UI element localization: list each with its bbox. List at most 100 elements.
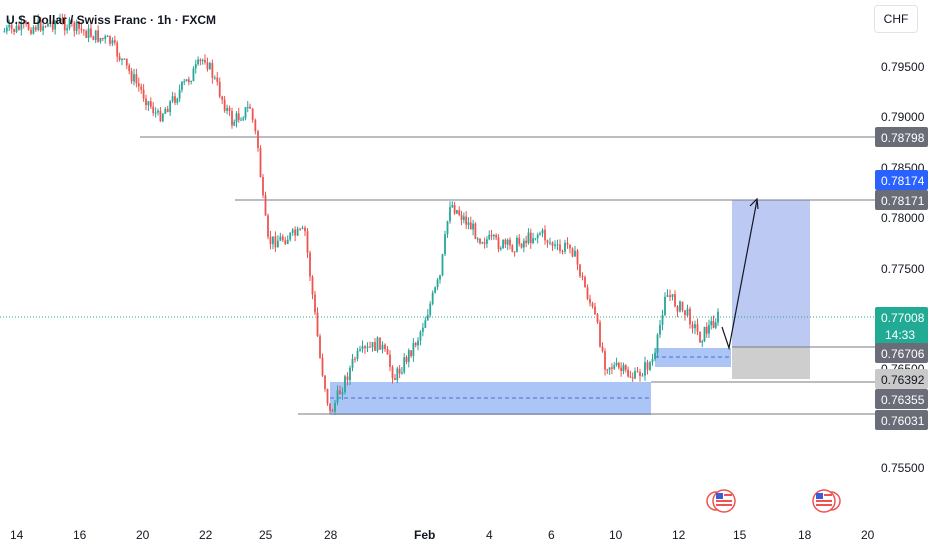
candle-body [32,27,35,34]
candle-body [61,18,64,20]
candle-body [522,240,525,248]
candle-body [109,35,111,44]
candle-body [569,244,571,249]
candle-body [536,234,539,239]
candle-body [691,324,694,329]
candle-body [708,325,710,334]
candle-body [68,19,71,29]
candle-body [601,346,604,352]
candle-body [705,326,708,334]
candle-body [666,295,669,297]
candle-body [246,106,249,108]
candle-body [231,110,233,126]
time-tick: 12 [672,528,686,542]
target-zone [732,200,810,347]
time-tick: 18 [798,528,812,542]
price-axis[interactable]: 0.79500 0.79000 0.78500 0.78000 0.77500 … [881,60,925,475]
candle-body [596,314,599,323]
candle-body [301,227,304,229]
candle-body [479,238,481,244]
candle-body [472,223,474,230]
candle-body [111,40,114,44]
candle-body [147,101,150,106]
candle-body [520,243,523,248]
candle-body [469,222,472,230]
candle-body [331,410,334,412]
candle-body [384,344,386,350]
candle-body [223,99,226,111]
candle-body [686,308,689,316]
candle-body [304,227,306,232]
candle-body [10,24,13,29]
candle-body [94,30,97,40]
candle-body [586,287,589,299]
candle-body [483,242,486,244]
candle-body [39,19,42,31]
candle-body [185,79,188,82]
candle-body [379,337,381,350]
candle-body [579,264,581,277]
candle-body [661,314,664,325]
candle-body [240,119,242,121]
candle-body [649,362,651,370]
time-tick: 25 [259,528,273,542]
candle-body [254,119,257,132]
candle-body [15,25,18,33]
candle-body [316,312,319,337]
candle-body [54,22,57,30]
candle-body [410,350,412,357]
candle-body [374,342,376,351]
candle-body [394,378,396,381]
candle-body [286,239,289,245]
tag-zone-low: 0.76355 [881,393,925,407]
projection-arrow [721,199,758,351]
candle-body [90,28,92,37]
candle-body [594,306,596,315]
candle-body [532,238,534,244]
candle-body [351,358,354,368]
candle-body [589,298,591,304]
candle-body [284,240,287,245]
candle-body [421,327,424,332]
candle-body [244,107,247,119]
candle-body [581,276,584,278]
us-economic-event-icon[interactable] [812,489,841,513]
time-axis[interactable]: 14 16 20 22 25 28 Feb 4 6 10 12 15 18 20 [10,528,875,542]
candle-body [696,324,699,332]
candle-body [359,348,361,351]
candle-body [121,58,123,61]
candle-body [30,29,32,34]
price-tick: 0.78000 [881,211,925,225]
candle-body [334,402,336,412]
candle-body [242,118,245,120]
candle-body [361,346,364,349]
candle-body [599,322,601,347]
candle-body [434,287,437,293]
candle-body [634,371,636,379]
candle-body [174,96,176,103]
candle-body [465,216,468,225]
candle-body [401,372,403,374]
candle-body [356,350,359,359]
candle-body [490,234,493,237]
candle-body [689,308,691,325]
candle-body [251,108,254,120]
time-tick: 28 [324,528,338,542]
tag-target-level: 0.78171 [881,194,925,208]
currency-selector[interactable]: CHF [874,5,918,33]
candle-body [608,367,611,370]
candle-body [233,121,236,126]
candle-body [441,254,444,276]
candle-body [486,239,488,244]
candle-body [135,74,138,84]
candle-body [294,229,297,236]
us-economic-event-icon[interactable] [706,489,736,513]
candle-body [529,232,532,244]
candle-body [641,375,644,377]
candle-body [221,96,224,100]
candle-body [564,242,566,252]
price-tick: 0.79500 [881,60,925,74]
candle-body [398,368,401,374]
candle-body [506,239,509,245]
